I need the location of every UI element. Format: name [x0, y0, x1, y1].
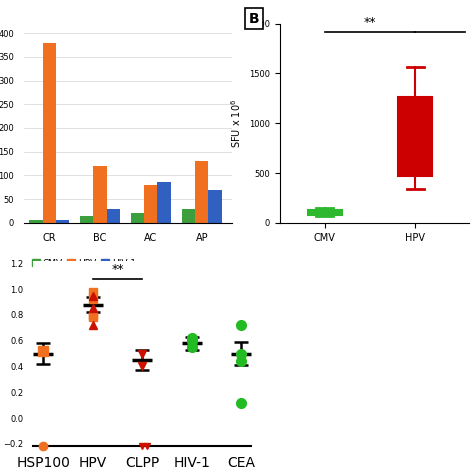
- Text: **: **: [364, 16, 376, 29]
- Bar: [131, 213, 144, 223]
- Bar: [195, 161, 209, 223]
- Bar: [144, 185, 157, 223]
- Bar: [182, 209, 195, 223]
- Bar: [93, 166, 107, 223]
- Bar: [107, 209, 120, 223]
- Bar: [157, 182, 171, 223]
- PathPatch shape: [398, 97, 432, 176]
- Text: **: **: [111, 263, 124, 276]
- Text: B: B: [249, 12, 259, 26]
- Bar: [29, 220, 43, 223]
- Bar: [56, 220, 69, 223]
- Y-axis label: SFU x 10$^6$: SFU x 10$^6$: [229, 99, 243, 148]
- Bar: [80, 216, 93, 223]
- Legend: CMV, HPV, HIV-1: CMV, HPV, HIV-1: [28, 255, 139, 272]
- Bar: [209, 190, 221, 223]
- PathPatch shape: [308, 210, 342, 215]
- Bar: [43, 43, 56, 223]
